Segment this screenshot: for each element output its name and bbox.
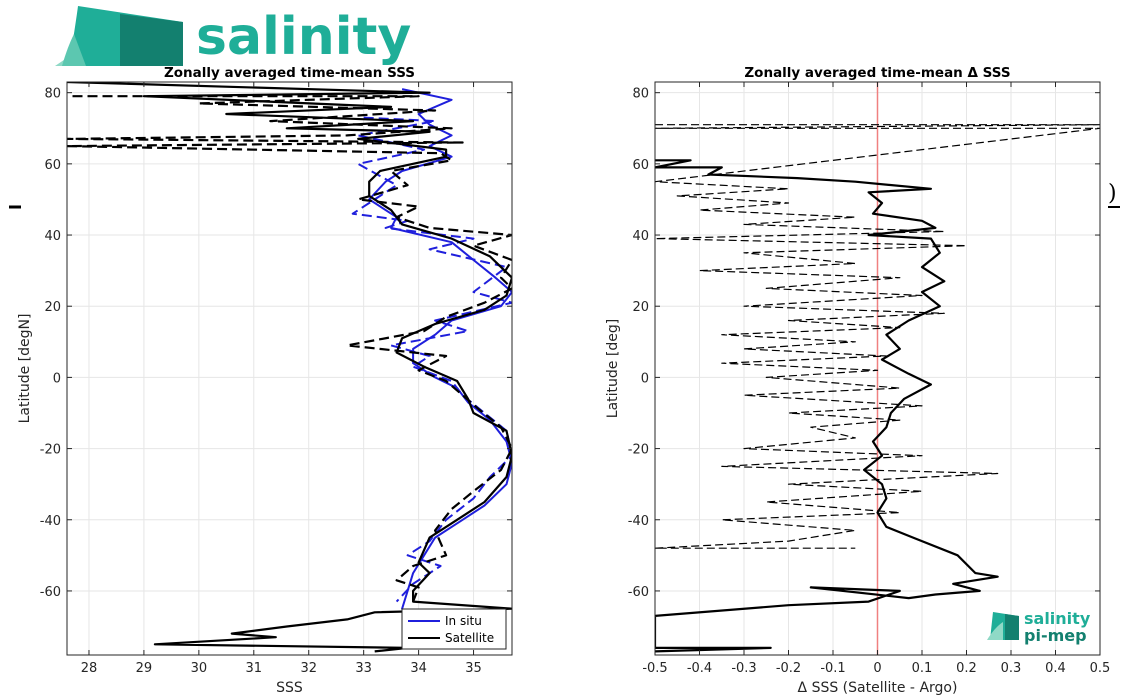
y-tick-label: 40 [44,229,61,244]
chart-delta-sss: -0.5 -0.4 -0.3 -0.2 -0.1 0 0.1 0.2 0.3 0.4 0.5 -60 -… [605,65,1110,696]
x-tick-label: 0.4 [1045,661,1066,676]
x-tick-label: 0 [873,661,881,676]
y-tick-label: -60 [628,585,649,600]
logo-wave-icon [55,6,183,66]
plot-area [67,82,512,655]
x-tick-label: 28 [81,661,98,676]
x-tick-label: 29 [136,661,153,676]
y-tick-label: 20 [44,300,61,315]
y-tick-label: 80 [632,87,649,102]
y-tick-label: 40 [632,229,649,244]
y-tick-label: 0 [641,371,649,386]
small-logo-subtitle: pi-mep [1024,626,1087,645]
x-tick-label: -0.3 [731,661,756,676]
y-tick-label: -40 [628,514,649,529]
y-tick-label: -20 [40,443,61,458]
x-tick-label: 34 [410,661,427,676]
x-tick-label: -0.1 [820,661,845,676]
x-tick-label: -0.2 [776,661,801,676]
x-axis-label: Δ SSS (Satellite - Argo) [798,680,958,696]
salinity-logo: salinity [55,6,411,67]
y-axis-label: Latitude [deg] [605,319,621,418]
x-axis-label: SSS [276,680,303,696]
x-tick-label: -0.5 [642,661,667,676]
y-axis-label: Latitude [degN] [17,314,33,424]
y-tick-label: 20 [632,300,649,315]
salinity-pimep-logo: salinity pi-mep [987,609,1091,645]
legend-label: In situ [445,614,482,628]
x-tick-label: 35 [465,661,482,676]
x-tick-label: 30 [191,661,208,676]
x-tick-label: -0.4 [687,661,712,676]
x-tick-label: 0.5 [1090,661,1111,676]
y-tick-label: -20 [628,443,649,458]
logo-wordmark: salinity [196,7,411,67]
x-tick-label: 0.2 [956,661,977,676]
x-tick-label: 0.3 [1001,661,1022,676]
x-tick-label: 32 [300,661,317,676]
x-tick-label: 0.1 [912,661,933,676]
x-tick-label: 31 [246,661,263,676]
chart-title: Zonally averaged time-mean Δ SSS [744,65,1010,81]
y-tick-label: 0 [53,371,61,386]
chart-title: Zonally averaged time-mean SSS [164,65,415,81]
y-tick-label: 60 [632,158,649,173]
right-paren-mark: ) [1108,181,1117,206]
y-tick-label: -60 [40,585,61,600]
legend-label: Satellite [445,631,494,645]
y-tick-label: 60 [44,158,61,173]
y-tick-label: 80 [44,87,61,102]
x-tick-label: 33 [355,661,372,676]
y-tick-label: -40 [40,514,61,529]
chart-sss: 28 29 30 31 32 33 34 35 -60 -40 -20 0 20 40 60 80 Zonall… [17,65,512,696]
